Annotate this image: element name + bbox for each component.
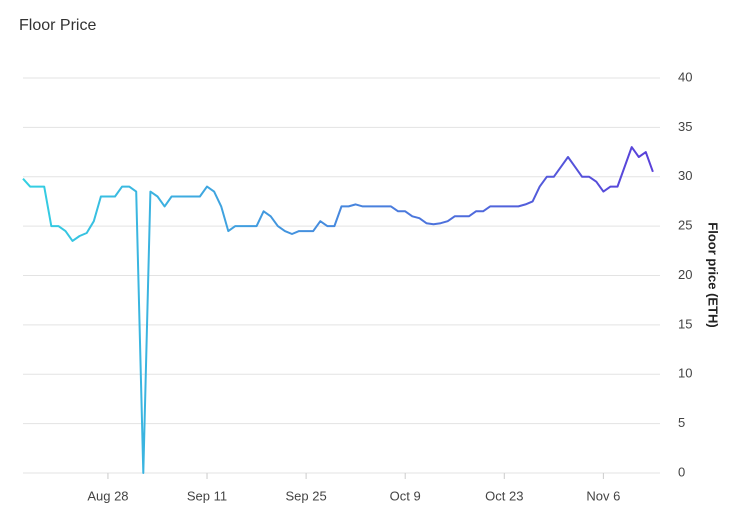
line [22, 146, 654, 474]
y-tick-label: 30 [678, 168, 692, 183]
x-tick-label: Nov 6 [586, 488, 620, 503]
y-tick-label: 10 [678, 366, 692, 381]
y-tick-label: 15 [678, 316, 692, 331]
x-tick-label: Sep 25 [286, 488, 327, 503]
y-tick-label: 5 [678, 415, 685, 430]
x-tick-label: Oct 9 [390, 488, 421, 503]
x-tick-label: Sep 11 [187, 488, 227, 503]
y-axis-label: Floor price (ETH) [706, 222, 721, 327]
y-tick-label: 0 [678, 464, 685, 479]
chart-title: Floor Price [19, 17, 96, 34]
y-tick-label: 20 [678, 267, 692, 282]
x-tick-label: Aug 28 [87, 488, 128, 503]
y-tick-label: 40 [678, 69, 692, 84]
x-tick-label: Oct 23 [485, 488, 523, 503]
y-tick-label: 25 [678, 218, 692, 233]
y-tick-label: 35 [678, 119, 692, 134]
